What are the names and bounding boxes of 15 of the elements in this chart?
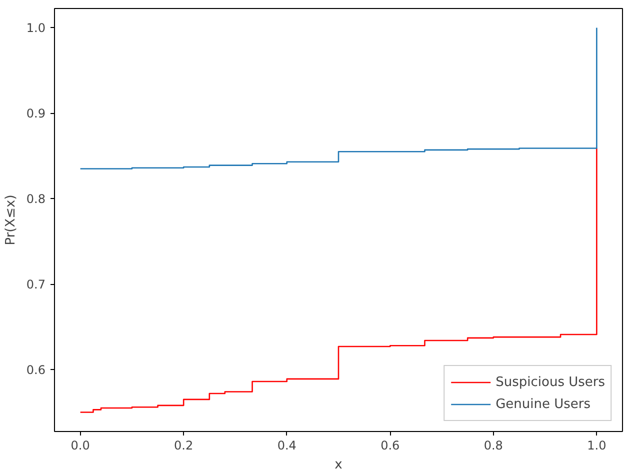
x-tick-label: 0.2 [174, 438, 194, 452]
x-tick-label: 0.4 [277, 438, 296, 452]
x-tick-label: 1.0 [587, 438, 606, 452]
y-tick-label: 0.9 [26, 106, 46, 121]
x-tick-label: 0.6 [380, 438, 400, 452]
legend-label: Suspicious Users [496, 374, 605, 390]
y-tick-label: 0.7 [26, 278, 46, 292]
y-axis-title: Pr(X≤x) [3, 194, 18, 246]
x-tick-label: 0.8 [484, 438, 503, 452]
y-tick-label: 1.0 [26, 21, 46, 36]
x-axis-title: x [334, 458, 343, 472]
y-tick-label: 0.6 [26, 363, 46, 378]
y-tick-label: 0.8 [26, 192, 46, 206]
x-tick-label: 0.0 [70, 438, 90, 452]
legend-label: Genuine Users [496, 396, 591, 412]
